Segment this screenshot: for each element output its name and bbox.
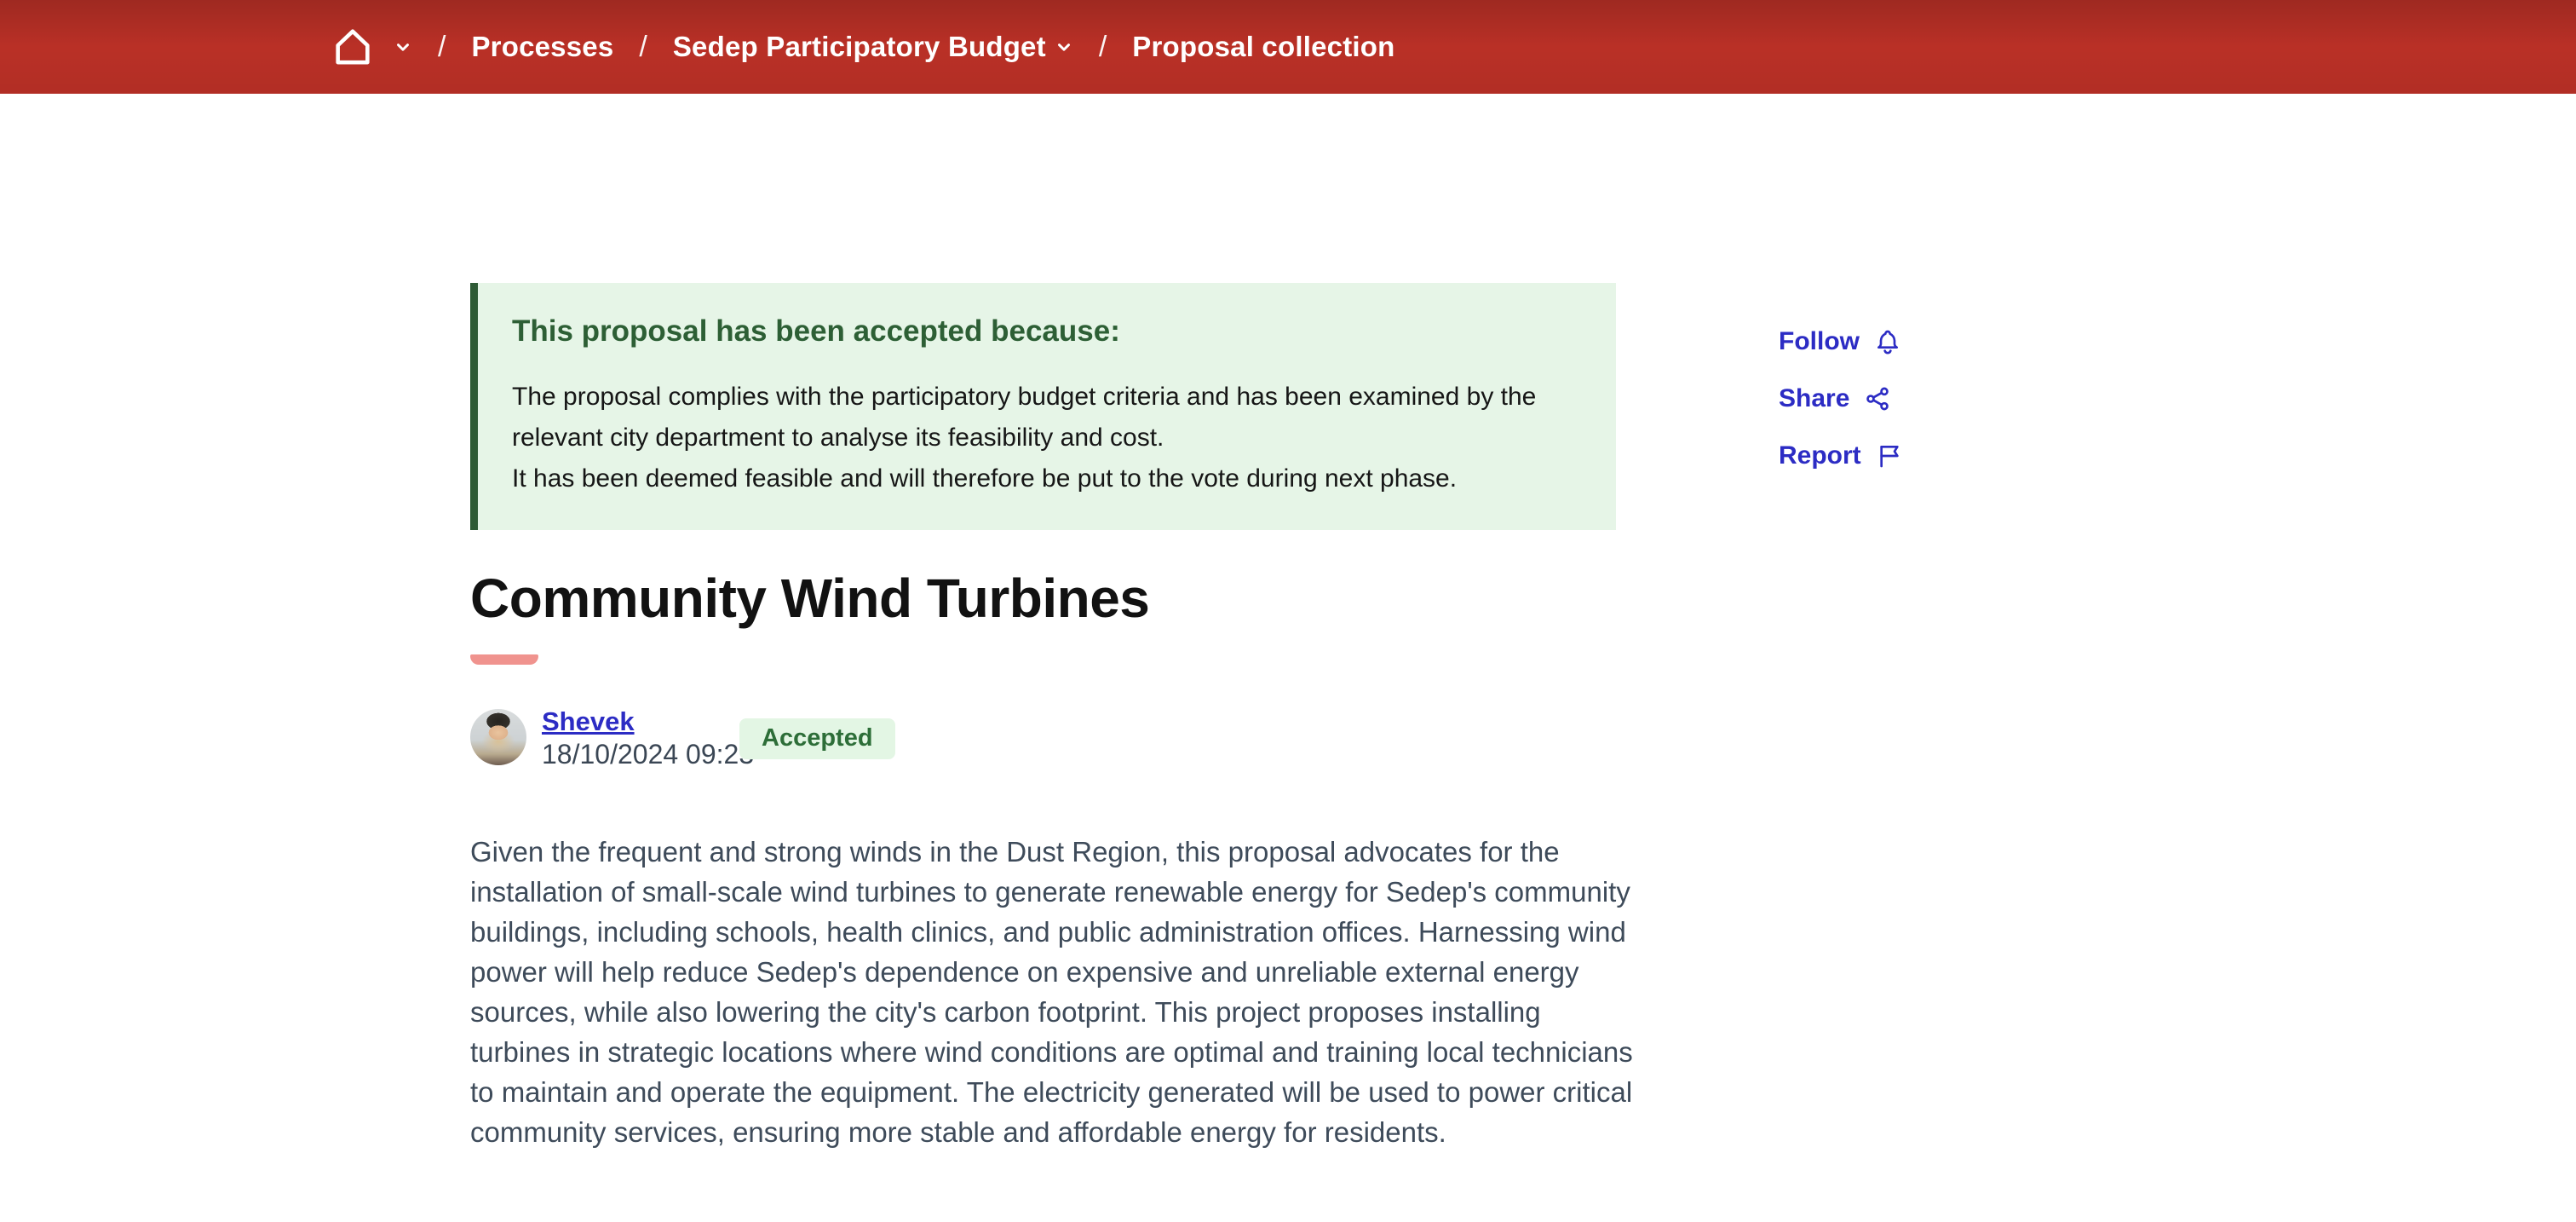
chevron-down-icon (1057, 43, 1070, 51)
breadcrumb-item-process-label: Sedep Participatory Budget (672, 31, 1046, 62)
page-title: Community Wind Turbines (470, 568, 1150, 629)
home-button[interactable] (331, 25, 412, 69)
status-badge: Accepted (739, 718, 895, 759)
follow-button[interactable]: Follow (1779, 326, 1903, 358)
acceptance-reason-line-2: It has been deemed feasible and will the… (512, 464, 1458, 493)
share-button[interactable]: Share (1779, 383, 1903, 415)
acceptance-reason-line-1: The proposal complies with the participa… (512, 383, 1537, 452)
proposal-body-text: Given the frequent and strong winds in t… (470, 836, 1633, 1148)
flag-icon (1880, 446, 1899, 468)
author-row: Shevek 18/10/2024 09:23 Accepted (470, 707, 1237, 770)
breadcrumb-separator: / (438, 30, 446, 63)
author-meta: Shevek 18/10/2024 09:23 (542, 707, 754, 770)
breadcrumb-item-processes[interactable]: Processes (471, 31, 614, 62)
chevron-down-icon (397, 43, 409, 51)
breadcrumb-separator: / (639, 30, 647, 63)
follow-label: Follow (1779, 327, 1860, 355)
breadcrumb-separator: / (1098, 30, 1107, 63)
acceptance-callout-body: The proposal complies with the participa… (512, 377, 1578, 499)
author-name-link[interactable]: Shevek (542, 706, 635, 736)
report-label: Report (1779, 441, 1861, 470)
report-button[interactable]: Report (1779, 440, 1903, 472)
share-label: Share (1779, 384, 1850, 412)
top-navbar: / Processes / Sedep Participatory Budget… (0, 0, 2576, 94)
breadcrumb-item-current: Proposal collection (1132, 31, 1395, 62)
bell-icon (1877, 330, 1898, 354)
breadcrumb: / Processes / Sedep Participatory Budget… (331, 25, 1394, 69)
publish-timestamp: 18/10/2024 09:23 (542, 739, 755, 770)
acceptance-callout: This proposal has been accepted because:… (470, 283, 1616, 530)
share-icon (1866, 387, 1889, 411)
acceptance-callout-title: This proposal has been accepted because: (512, 314, 1120, 348)
home-icon (336, 29, 370, 65)
avatar[interactable] (470, 709, 526, 765)
breadcrumb-item-process[interactable]: Sedep Participatory Budget (673, 31, 1073, 63)
title-underline (470, 654, 538, 665)
proposal-actions: Follow Share Report (1779, 326, 1903, 497)
